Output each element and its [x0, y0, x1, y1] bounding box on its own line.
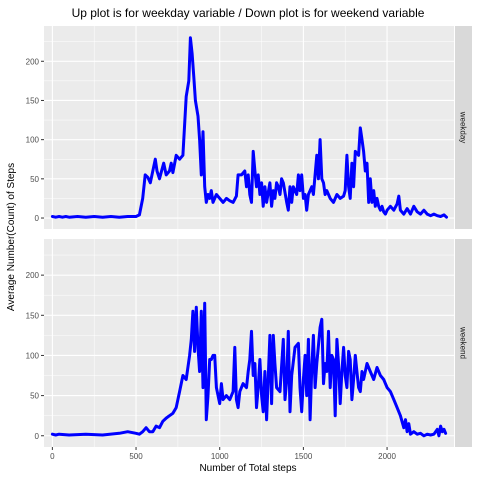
x-tick-label: 1000 [211, 452, 229, 461]
y-tick-label: 0 [35, 432, 40, 441]
x-axis-title: Number of Total steps [199, 463, 296, 474]
facet-strip-weekday [455, 26, 472, 229]
y-tick-label: 150 [26, 311, 40, 320]
x-tick-label: 2000 [378, 452, 396, 461]
x-tick-label: 500 [129, 452, 143, 461]
y-tick-label: 50 [30, 392, 39, 401]
x-tick-label: 1500 [294, 452, 312, 461]
y-tick-label: 150 [26, 96, 40, 105]
x-tick-label: 0 [50, 452, 55, 461]
y-tick-label: 50 [30, 175, 39, 184]
facet-strip-weekend [455, 239, 472, 447]
y-axis-title: Average Number(Count) of Steps [6, 163, 17, 311]
y-tick-label: 100 [26, 136, 40, 145]
panels-group: 0 50 100 150 200 weekday 0 50 100 150 200 weekend 0 5… [26, 26, 472, 461]
plot-title: Up plot is for weekday variable / Down p… [72, 6, 425, 20]
y-tick-label: 200 [26, 271, 40, 280]
y-tick-label: 200 [26, 57, 40, 66]
panel-background-weekend [44, 239, 454, 447]
facet-strip-label-weekend: weekend [459, 326, 468, 359]
facet-strip-label-weekday: weekday [459, 111, 468, 144]
y-tick-label: 0 [35, 214, 40, 223]
series-line-weekend [50, 301, 448, 438]
y-tick-label: 100 [26, 351, 40, 360]
series-line-weekday [50, 36, 448, 219]
